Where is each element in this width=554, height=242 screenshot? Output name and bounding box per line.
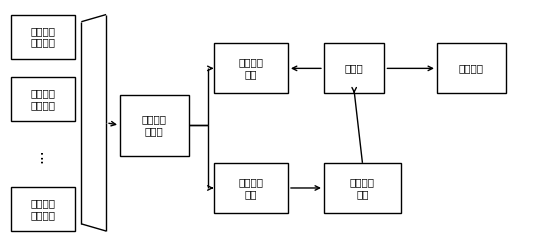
Bar <box>437 43 506 93</box>
Bar <box>214 43 288 93</box>
Bar <box>11 15 75 59</box>
Bar <box>214 163 288 213</box>
Bar <box>11 187 75 231</box>
Text: 医学单振
元换能器: 医学单振 元换能器 <box>30 26 55 47</box>
Bar <box>120 95 189 156</box>
Text: 上位机: 上位机 <box>345 63 363 73</box>
Text: 信号处理
模块: 信号处理 模块 <box>350 177 375 199</box>
Bar <box>324 163 401 213</box>
Text: 医学单振
元换能器: 医学单振 元换能器 <box>30 88 55 110</box>
Text: 超声换能
器阵列: 超声换能 器阵列 <box>142 114 167 136</box>
Text: 信号接收
模块: 信号接收 模块 <box>238 177 263 199</box>
Text: 评价模型: 评价模型 <box>459 63 484 73</box>
Text: 医学单振
元换能器: 医学单振 元换能器 <box>30 198 55 220</box>
Bar <box>11 77 75 121</box>
Text: 激励脉冲
模块: 激励脉冲 模块 <box>238 58 263 79</box>
Bar <box>324 43 384 93</box>
Text: ···: ··· <box>36 148 51 163</box>
